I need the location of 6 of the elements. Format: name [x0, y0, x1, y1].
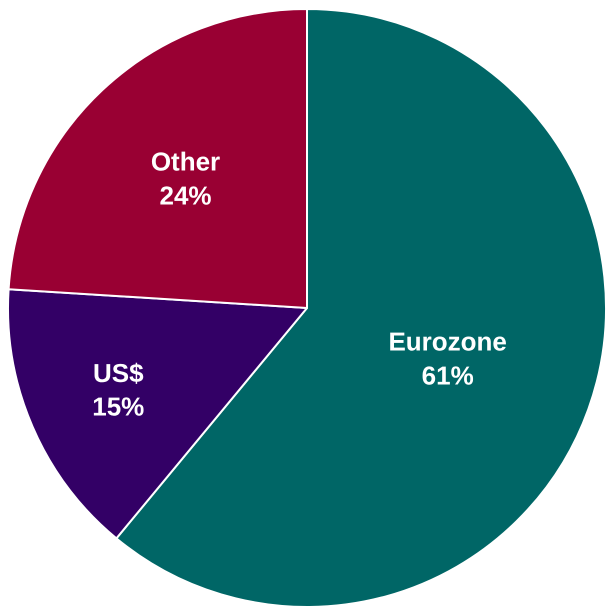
- slice-label: Other: [150, 146, 220, 177]
- data-label: 15%: [92, 392, 144, 422]
- data-label: 61%: [422, 360, 474, 391]
- slice-label: Eurozone: [388, 326, 507, 357]
- data-label: 24%: [159, 180, 212, 211]
- slice-label: US$: [92, 358, 144, 388]
